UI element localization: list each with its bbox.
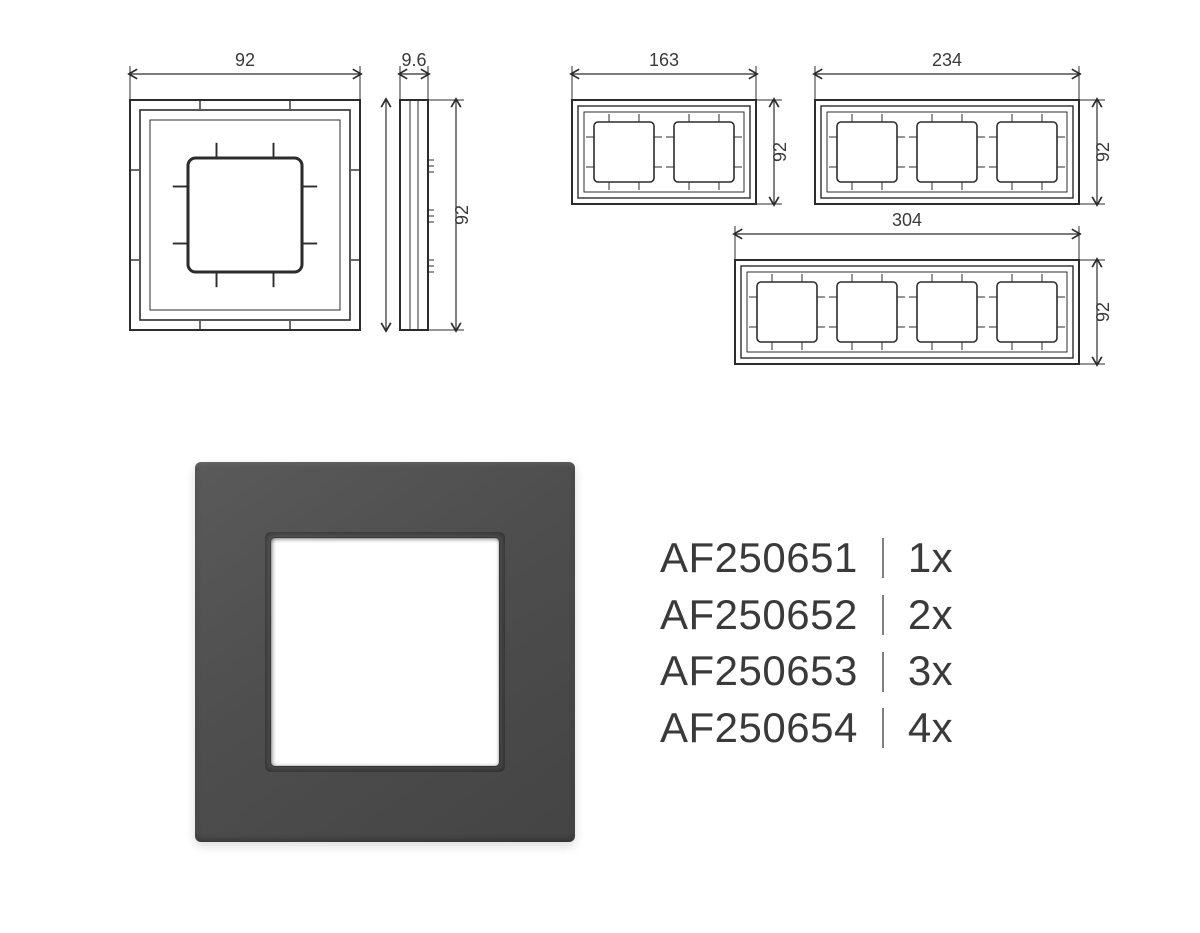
sku-qty: 2x <box>908 587 953 644</box>
dim-single-width: 92 <box>235 50 255 70</box>
gang4-drawing: 304 92 <box>735 210 1113 364</box>
dim-gang2-height: 92 <box>770 142 790 162</box>
sku-separator <box>882 708 884 748</box>
product-render-aperture <box>271 538 499 766</box>
sku-qty: 3x <box>908 643 953 700</box>
dim-gang4-height: 92 <box>1093 302 1113 322</box>
gang3-drawing: 234 92 <box>815 50 1113 204</box>
gang2-drawing: 163 92 <box>572 50 790 204</box>
sku-row: AF250652 2x <box>660 587 953 644</box>
sku-code: AF250652 <box>660 587 858 644</box>
sku-separator <box>882 538 884 578</box>
dim-gang3-height: 92 <box>1093 142 1113 162</box>
dim-gang3-width: 234 <box>932 50 962 70</box>
tech-drawings: 92 9.6 <box>0 0 1200 440</box>
sku-code: AF250651 <box>660 530 858 587</box>
sku-row: AF250654 4x <box>660 700 953 757</box>
sku-qty: 4x <box>908 700 953 757</box>
dim-gang4-width: 304 <box>892 210 922 230</box>
dim-depth: 9.6 <box>401 50 426 70</box>
sku-separator <box>882 595 884 635</box>
sku-qty: 1x <box>908 530 953 587</box>
sku-row: AF250651 1x <box>660 530 953 587</box>
sku-code: AF250653 <box>660 643 858 700</box>
single-front-drawing: 92 <box>130 50 386 330</box>
sku-list: AF250651 1x AF250652 2x AF250653 3x AF25… <box>660 530 953 757</box>
product-render-frame <box>195 462 575 842</box>
side-profile-drawing: 9.6 92 <box>400 50 472 330</box>
dim-single-height: 92 <box>452 205 472 225</box>
sku-code: AF250654 <box>660 700 858 757</box>
sku-row: AF250653 3x <box>660 643 953 700</box>
dim-gang2-width: 163 <box>649 50 679 70</box>
sku-separator <box>882 652 884 692</box>
